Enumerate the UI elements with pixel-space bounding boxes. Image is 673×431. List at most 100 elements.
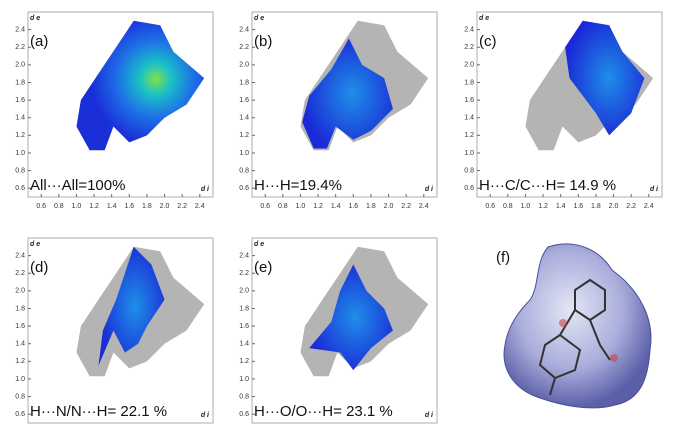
x-tick-label: 0.8 [54, 203, 64, 210]
x-tick-label: 2.0 [384, 203, 394, 210]
x-tick-label: 2.4 [644, 203, 654, 210]
x-tick-label: 1.4 [331, 203, 341, 210]
y-tick-label: 2.0 [464, 62, 474, 69]
y-tick-label: 1.2 [239, 358, 249, 365]
y-tick-label: 2.4 [15, 26, 25, 33]
x-tick-label: 1.4 [107, 203, 117, 210]
y-tick-label: 1.8 [464, 79, 474, 86]
y-tick-label: 1.6 [239, 323, 249, 330]
annotation: H···H=19.4% [254, 177, 342, 194]
y-axis-label: d e [30, 15, 40, 22]
y-axis-label: d e [479, 15, 489, 22]
y-tick-label: 1.4 [464, 115, 474, 122]
x-tick-label: 1.0 [521, 203, 531, 210]
x-axis-label: d i [201, 412, 210, 419]
y-tick-label: 0.6 [239, 185, 249, 192]
y-tick-label: 1.6 [464, 97, 474, 104]
y-axis-label: d e [30, 241, 40, 248]
surface-panel: (f) [496, 244, 651, 408]
y-tick-label: 2.2 [239, 44, 249, 51]
fingerprint-plot: 0.60.81.01.21.41.61.82.02.22.4d ed i(d)H… [15, 238, 213, 423]
y-tick-label: 0.8 [239, 167, 249, 174]
y-tick-label: 1.8 [15, 79, 25, 86]
x-tick-label: 1.8 [591, 203, 601, 210]
panel-label: (f) [496, 249, 510, 266]
y-tick-label: 2.2 [464, 44, 474, 51]
x-tick-label: 1.8 [366, 203, 376, 210]
x-tick-label: 1.0 [296, 203, 306, 210]
panel-label: (b) [254, 33, 272, 50]
y-tick-label: 2.4 [239, 252, 249, 259]
x-tick-label: 2.2 [177, 203, 187, 210]
x-tick-label: 1.6 [124, 203, 134, 210]
fingerprint-plot: 0.6 0.8 1.0 1.2 1.4 1.6 1.8 2.0 2.2 2.4 0.6 0.8 1.0 1… [464, 12, 662, 210]
y-tick-label: 1.4 [15, 341, 25, 348]
y-tick-label: 0.8 [15, 167, 25, 174]
x-tick-label: 1.8 [142, 203, 152, 210]
x-tick-label: 1.2 [313, 203, 323, 210]
x-tick-label: 1.4 [556, 203, 566, 210]
y-tick-label: 1.6 [15, 323, 25, 330]
y-tick-label: 1.0 [464, 150, 474, 157]
x-axis-label: d i [201, 186, 210, 193]
y-tick-label: 2.0 [239, 288, 249, 295]
fingerprint-plot: 0.60.81.01.21.41.61.82.02.22.4d ed i(e)H… [239, 238, 437, 423]
y-tick-label: 1.8 [239, 305, 249, 312]
figure: (f) 0.6 0.8 1.0 1.2 1.4 1.6 1.8 2.0 2.2 2.4 0.6 0.8… [0, 0, 673, 426]
x-tick-label: 2.4 [195, 203, 205, 210]
contact-spot [559, 319, 567, 327]
x-tick-label: 2.2 [626, 203, 636, 210]
y-tick-label: 0.6 [464, 185, 474, 192]
panel-label: (d) [30, 259, 48, 276]
panel-label: (c) [479, 33, 497, 50]
y-tick-label: 2.2 [15, 44, 25, 51]
x-tick-label: 2.0 [609, 203, 619, 210]
fingerprint-plot: 0.6 0.8 1.0 1.2 1.4 1.6 1.8 2.0 2.2 2.4 0.6 0.8 1.0 1… [239, 12, 437, 210]
y-tick-label: 1.2 [464, 132, 474, 139]
y-tick-label: 0.6 [15, 411, 25, 418]
y-axis-label: d e [254, 241, 264, 248]
y-tick-label: 0.8 [464, 167, 474, 174]
y-tick-label: 1.2 [239, 132, 249, 139]
y-tick-label: 1.0 [239, 376, 249, 383]
x-tick-label: 0.8 [503, 203, 513, 210]
y-tick-label: 2.0 [15, 288, 25, 295]
x-axis-label: d i [425, 412, 434, 419]
x-tick-label: 2.4 [419, 203, 429, 210]
x-tick-label: 1.2 [538, 203, 548, 210]
y-tick-label: 0.6 [15, 185, 25, 192]
annotation: H···C/C···H= 14.9 % [479, 177, 616, 194]
x-tick-label: 0.6 [485, 203, 495, 210]
x-tick-label: 0.6 [36, 203, 46, 210]
y-tick-label: 0.8 [15, 393, 25, 400]
y-tick-label: 1.0 [239, 150, 249, 157]
y-tick-label: 2.4 [15, 252, 25, 259]
y-tick-label: 1.8 [15, 305, 25, 312]
y-tick-label: 0.8 [239, 393, 249, 400]
annotation: All···All=100% [30, 177, 125, 194]
y-tick-label: 2.0 [15, 62, 25, 69]
y-tick-label: 2.0 [239, 62, 249, 69]
x-tick-label: 1.6 [348, 203, 358, 210]
x-tick-label: 2.0 [160, 203, 170, 210]
y-tick-label: 1.4 [15, 115, 25, 122]
y-tick-label: 1.6 [239, 97, 249, 104]
x-axis-label: d i [650, 186, 659, 193]
annotation: H···O/O···H= 23.1 % [254, 403, 393, 420]
x-tick-label: 1.0 [72, 203, 82, 210]
y-tick-label: 1.6 [15, 97, 25, 104]
y-tick-label: 2.4 [464, 26, 474, 33]
x-tick-label: 0.8 [278, 203, 288, 210]
contact-spot [610, 354, 618, 362]
x-axis-label: d i [425, 186, 434, 193]
y-tick-label: 1.2 [15, 132, 25, 139]
x-tick-label: 1.6 [573, 203, 583, 210]
panel-label: (e) [254, 259, 272, 276]
annotation: H···N/N···H= 22.1 % [30, 403, 167, 420]
y-tick-label: 2.2 [239, 270, 249, 277]
panel-label: (a) [30, 33, 48, 50]
x-tick-label: 0.6 [260, 203, 270, 210]
y-tick-label: 0.6 [239, 411, 249, 418]
y-tick-label: 1.0 [15, 376, 25, 383]
molecular-surface [504, 244, 651, 408]
